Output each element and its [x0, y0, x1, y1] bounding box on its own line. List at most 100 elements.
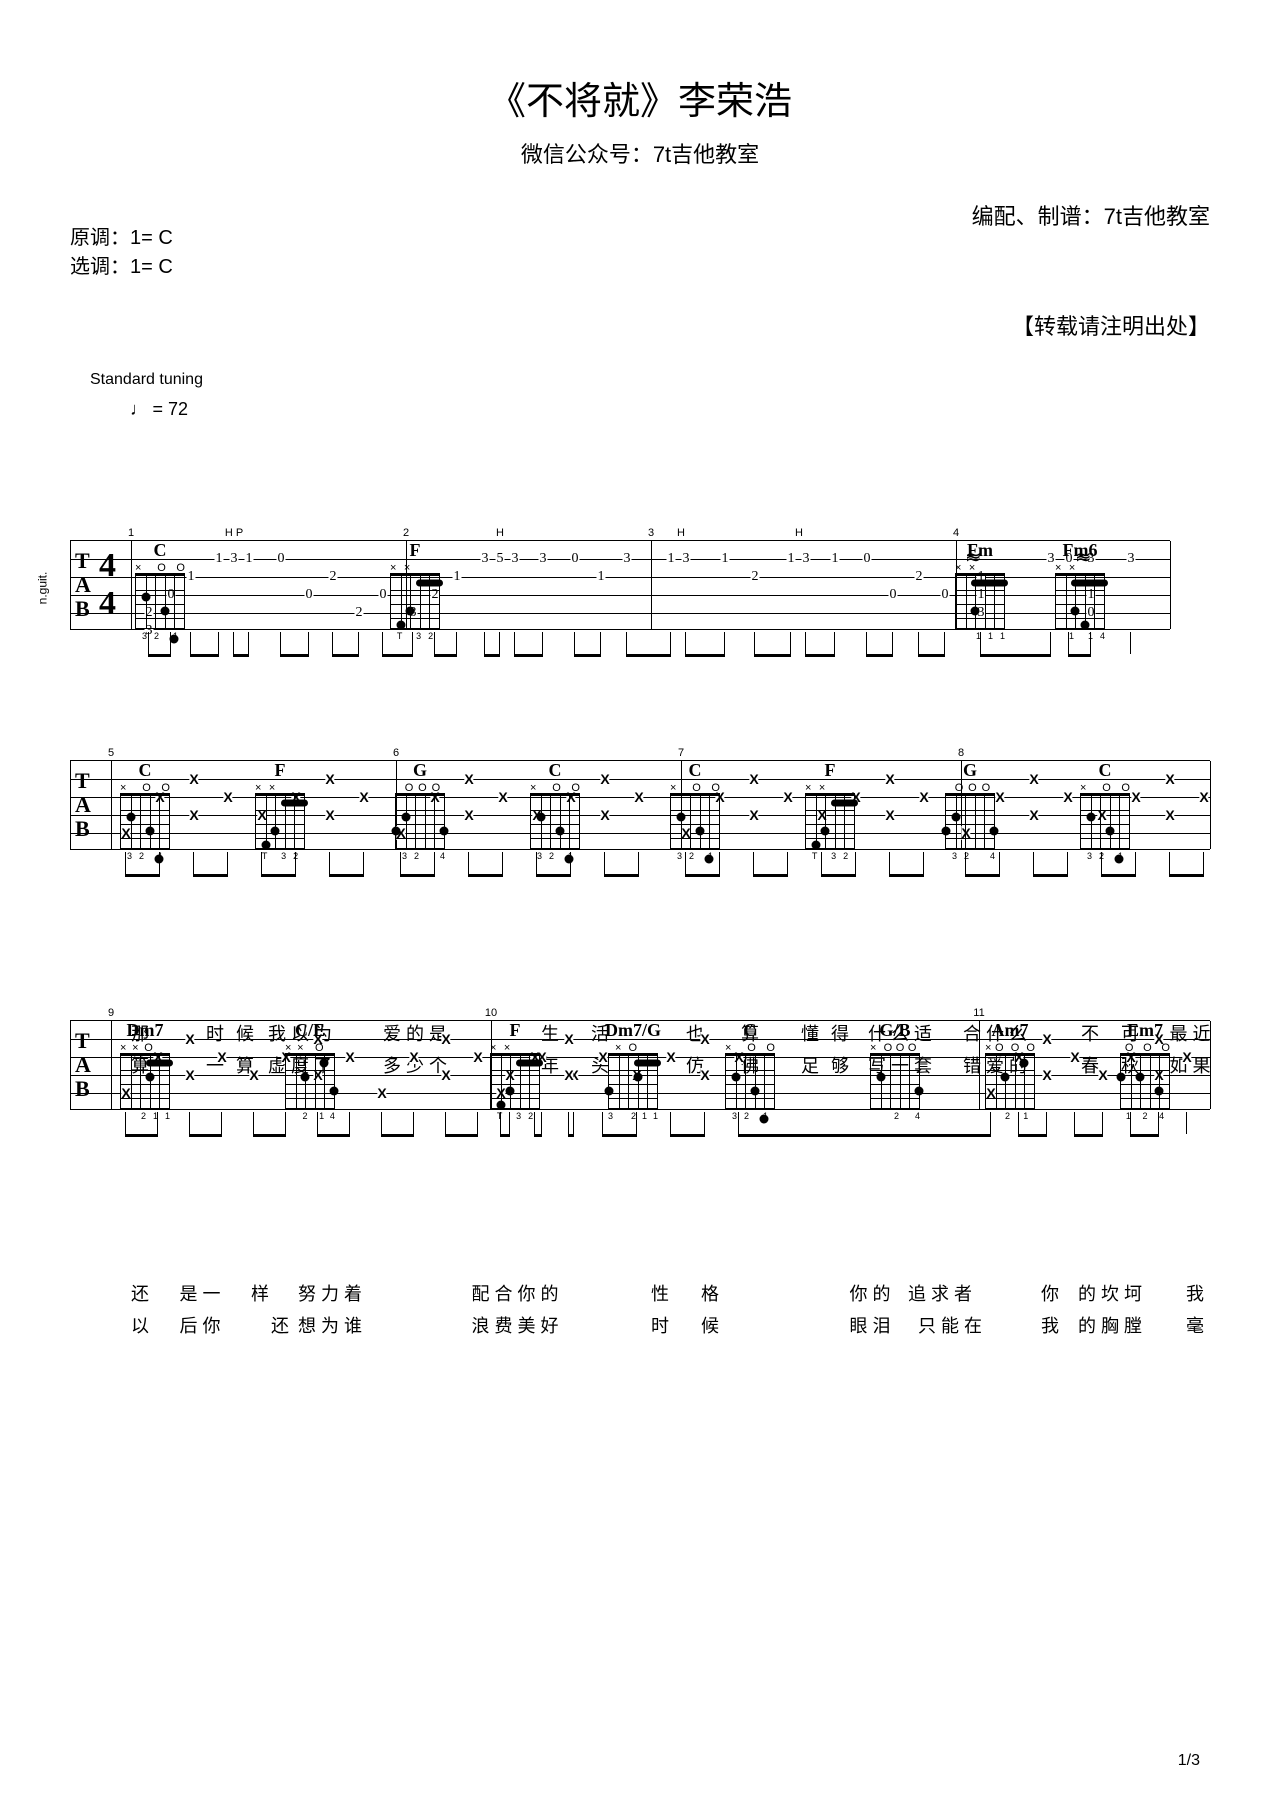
subtitle: 微信公众号：7t吉他教室 [70, 137, 1210, 169]
chord-diagram: G/B×OOO24 [870, 1020, 920, 1121]
tab-note: X [600, 808, 609, 822]
lyric: 配 合 你 的 [471, 1280, 558, 1306]
tab-note: X [564, 1032, 573, 1046]
tab-note: 5 [496, 552, 505, 566]
tab-note: 2 [329, 570, 338, 584]
tab-note: X [409, 1050, 418, 1064]
tab-note: X [185, 1032, 194, 1046]
tab-note: 0 [863, 552, 872, 566]
tab-system-1: n.guit. TAB 44 1234320113100220321353301… [70, 540, 1210, 630]
tab-note: X [749, 808, 758, 822]
reprint-notice: 【转载请注明出处】 [70, 309, 1210, 341]
chord-name: F [255, 760, 305, 781]
chord-name: C [670, 760, 720, 781]
chord-diagram: GOOO324 [395, 760, 445, 861]
tab-note: X [325, 808, 334, 822]
chord-name: Fm6 [1055, 540, 1105, 561]
tab-note: X [666, 1050, 675, 1064]
chord-name: Fm [955, 540, 1005, 561]
tab-note: X [441, 1032, 450, 1046]
tab-note: X [885, 772, 894, 786]
chord-diagram: C/E××O214 [285, 1020, 335, 1121]
chord-diagram: C×OO321 [530, 760, 580, 861]
lyric: 只 能 在 [918, 1312, 982, 1338]
chord-name: F [490, 1020, 540, 1041]
tab-note: X [441, 1068, 450, 1082]
tab-note: 0 [277, 552, 286, 566]
chord-name: C [135, 540, 185, 561]
tempo: ♩ = 72 [130, 399, 1210, 420]
tab-note: X [1042, 1068, 1051, 1082]
chord-diagram: Am7×OOO21 [985, 1020, 1035, 1121]
chord-name: Am7 [985, 1020, 1035, 1041]
lyric: 格 [701, 1280, 719, 1306]
chord-name: C [530, 760, 580, 781]
tab-note: 0 [379, 588, 388, 602]
tab-note: X [189, 808, 198, 822]
chord-diagram: Fm××111 [955, 540, 1005, 641]
tab-note: X [995, 790, 1004, 804]
tab-note: X [634, 790, 643, 804]
tab-note: 1 [787, 552, 796, 566]
key-selected: 选调：1= C [70, 250, 1210, 279]
tab-note: 3 [481, 552, 490, 566]
chord-name: G [395, 760, 445, 781]
chord-name: C [1080, 760, 1130, 781]
chord-diagram: C×OO321 [120, 760, 170, 861]
tab-note: X [1042, 1032, 1051, 1046]
tab-note: X [1131, 790, 1140, 804]
lyric: 你 的 [849, 1280, 890, 1306]
tab-note: X [600, 772, 609, 786]
tab-note: 1 [187, 570, 196, 584]
tab-note: 0 [889, 588, 898, 602]
tab-note: X [1063, 790, 1072, 804]
tab-system-2: TAB 5678XXXXXXXXXXXXXXXXXXXXXXXXXXXXXXXX… [70, 760, 1210, 850]
lyric: 样 [251, 1280, 269, 1306]
tab-note: X [249, 1068, 258, 1082]
chord-diagram: Dm7××O211 [120, 1020, 170, 1121]
lyric: 时 [651, 1312, 669, 1338]
tab-note: 3 [623, 552, 632, 566]
tab-note: X [1199, 790, 1208, 804]
chord-diagram: C×OO321 [725, 1020, 775, 1121]
tab-note: X [1182, 1050, 1191, 1064]
tab-note: X [1029, 772, 1038, 786]
chord-name: G [945, 760, 995, 781]
lyric: 追 求 者 [908, 1280, 972, 1306]
chord-name: Dm7/G [605, 1020, 661, 1041]
tab-note: X [1029, 808, 1038, 822]
tab-note: 3 [802, 552, 811, 566]
tab-note: X [473, 1050, 482, 1064]
lyric: 眼 泪 [849, 1312, 890, 1338]
tab-note: 3 [230, 552, 239, 566]
tab-note: 0 [941, 588, 950, 602]
chord-diagram: F××T32 [390, 540, 440, 641]
lyric: 性 [651, 1280, 669, 1306]
tab-note: X [1098, 1068, 1107, 1082]
tab-note: X [189, 772, 198, 786]
tab-note: 2 [355, 606, 364, 620]
lyric: 后 你 [179, 1312, 220, 1338]
tab-note: X [783, 790, 792, 804]
tuning-label: Standard tuning [90, 371, 1210, 389]
tab-note: 1 [667, 552, 676, 566]
lyric: 还 [271, 1312, 289, 1338]
chord-diagram: GOOO324 [945, 760, 995, 861]
chord-name: C/E [285, 1020, 335, 1041]
page-number: 1/3 [1178, 1752, 1200, 1770]
tab-note: X [223, 790, 232, 804]
lyric: 想 为 谁 [298, 1312, 362, 1338]
chord-name: G/B [870, 1020, 920, 1041]
chord-diagram: F××T32 [490, 1020, 540, 1121]
tab-note: X [1165, 772, 1174, 786]
chord-diagram: C×OO321 [670, 760, 720, 861]
tab-note: X [1070, 1050, 1079, 1064]
lyric: 还 [131, 1280, 149, 1306]
song-title: 《不将就》李荣浩 [70, 70, 1210, 125]
chord-name: C [120, 760, 170, 781]
chord-name: Em7 [1120, 1020, 1170, 1041]
tab-note: X [464, 808, 473, 822]
tab-note: X [325, 772, 334, 786]
chord-name: Dm7 [120, 1020, 170, 1041]
tab-staff: TAB 5678XXXXXXXXXXXXXXXXXXXXXXXXXXXXXXXX… [70, 760, 1210, 850]
